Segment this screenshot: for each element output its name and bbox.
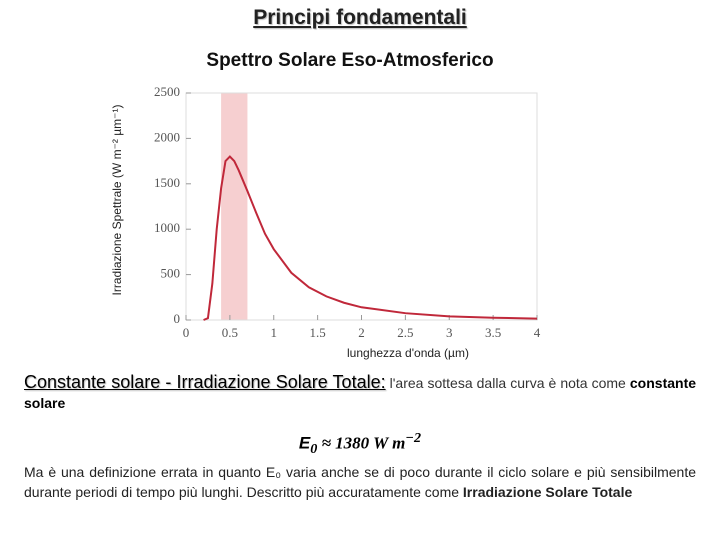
- text: l'area sottesa dalla curva è nota come: [385, 375, 630, 391]
- x-tick-label: 4: [534, 325, 541, 340]
- y-tick-label: 500: [161, 266, 181, 281]
- y-tick-label: 1000: [154, 220, 180, 235]
- y-tick-label: 0: [174, 311, 181, 326]
- y-axis-label: Irradiazione Spettrale (W m⁻² µm⁻¹): [110, 105, 124, 296]
- paragraph: Ma è una definizione errata in quanto E₀…: [24, 462, 696, 502]
- highlight-band: [221, 93, 248, 320]
- x-tick-label: 3.5: [485, 325, 501, 340]
- bold-text: constante solare: [24, 375, 697, 411]
- x-tick-label: 0: [183, 325, 190, 340]
- x-tick-label: 0.5: [222, 325, 238, 340]
- symbol: E: [298, 433, 311, 453]
- superscript: −2: [405, 430, 422, 446]
- x-axis-label: lunghezza d'onda (µm): [347, 346, 469, 360]
- chart-title: Spettro Solare Eso-Atmosferico: [206, 50, 493, 71]
- curve: [203, 155, 538, 321]
- paragraph: Constante solare - Irradiazione Solare T…: [24, 372, 696, 413]
- y-tick-label: 2000: [154, 129, 180, 144]
- x-tick-label: 1: [271, 325, 278, 340]
- text: Ma è una definizione errata in quanto E₀…: [24, 464, 696, 500]
- formula: E0 ≈ 1380 W m−2: [0, 430, 720, 458]
- y-tick-label: 1500: [154, 175, 180, 190]
- term: Constante solare - Irradiazione Solare T…: [24, 372, 386, 392]
- slide-title: Principi fondamentali: [253, 6, 467, 29]
- x-tick-label: 2.5: [397, 325, 413, 340]
- bold-text: Irradiazione Solare Totale: [462, 484, 633, 500]
- x-tick-label: 3: [446, 325, 453, 340]
- x-tick-label: 1.5: [310, 325, 326, 340]
- y-tick-label: 2500: [154, 84, 180, 99]
- x-tick-label: 2: [358, 325, 365, 340]
- subscript: 0: [310, 441, 318, 458]
- formula-body: ≈ 1380 W m: [317, 433, 406, 453]
